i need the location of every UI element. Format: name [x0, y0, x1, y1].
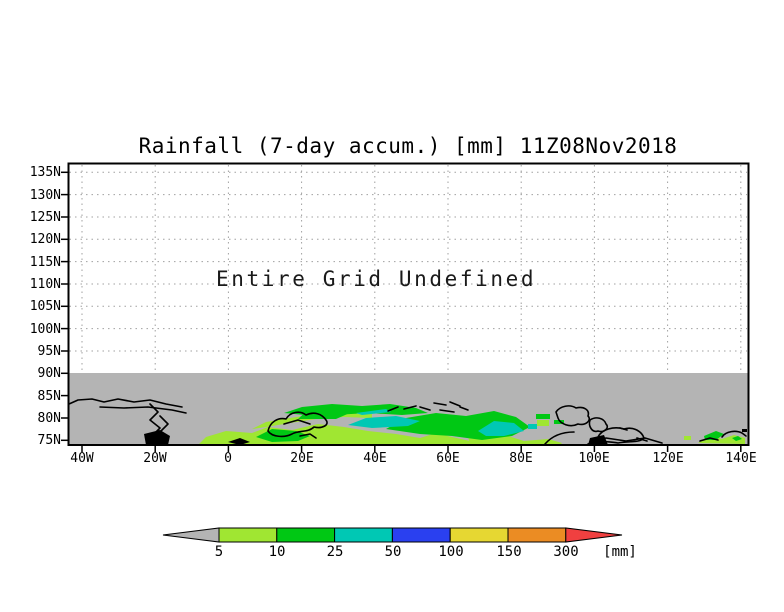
rain-25-50mm-patches [348, 409, 537, 436]
colorbar [162, 527, 623, 543]
legend-unit-label: [mm] [603, 544, 637, 560]
y-axis-ticks [61, 171, 68, 442]
x-tick-label: 120E [652, 451, 684, 466]
legend-tick-label: 50 [384, 544, 402, 560]
y-tick-label: 95N [37, 344, 61, 359]
legend-tick-label: 300 [553, 544, 579, 560]
y-tick-label: 75N [37, 433, 61, 448]
colorbar-right-arrow [565, 527, 623, 543]
colorbar-seg-25-50 [334, 527, 393, 543]
x-tick-label: 100E [578, 451, 610, 466]
colorbar-seg-5-10 [218, 527, 278, 543]
colorbar-seg-10-25 [276, 527, 336, 543]
y-tick-label: 130N [29, 188, 61, 203]
colorbar-seg-150-300 [507, 527, 567, 543]
legend-tick-label: 5 [214, 544, 224, 560]
x-tick-label: 60E [436, 451, 460, 466]
x-tick-label: 80E [509, 451, 533, 466]
x-axis-ticks [81, 445, 742, 452]
y-tick-label: 110N [29, 277, 61, 292]
chart-title: Rainfall (7-day accum.) [mm] 11Z08Nov201… [138, 134, 678, 158]
legend-tick-label: 150 [496, 544, 522, 560]
x-tick-label: 20E [290, 451, 314, 466]
x-tick-label: 20W [143, 451, 167, 466]
y-tick-label: 135N [29, 165, 61, 180]
x-tick-label: 140E [725, 451, 757, 466]
y-tick-label: 85N [37, 389, 61, 404]
map-data-region [69, 373, 748, 445]
coastlines [69, 398, 747, 445]
y-tick-label: 125N [29, 210, 61, 225]
x-tick-label: 40E [363, 451, 387, 466]
colorbar-seg-50-100 [391, 527, 451, 543]
y-tick-label: 105N [29, 299, 61, 314]
colorbar-seg-100-150 [449, 527, 509, 543]
plot-frame [67, 162, 750, 446]
y-tick-label: 80N [37, 411, 61, 426]
x-tick-label: 40W [70, 451, 94, 466]
y-tick-label: 100N [29, 322, 61, 337]
x-tick-label: 0 [224, 451, 232, 466]
colorbar-left-arrow [162, 527, 220, 543]
y-tick-label: 90N [37, 366, 61, 381]
y-tick-label: 115N [29, 255, 61, 270]
legend-tick-label: 25 [326, 544, 344, 560]
legend-tick-label: 10 [268, 544, 286, 560]
legend-tick-label: 100 [438, 544, 464, 560]
y-tick-label: 120N [29, 232, 61, 247]
undefined-grid-message: Entire Grid Undefined [216, 267, 537, 291]
